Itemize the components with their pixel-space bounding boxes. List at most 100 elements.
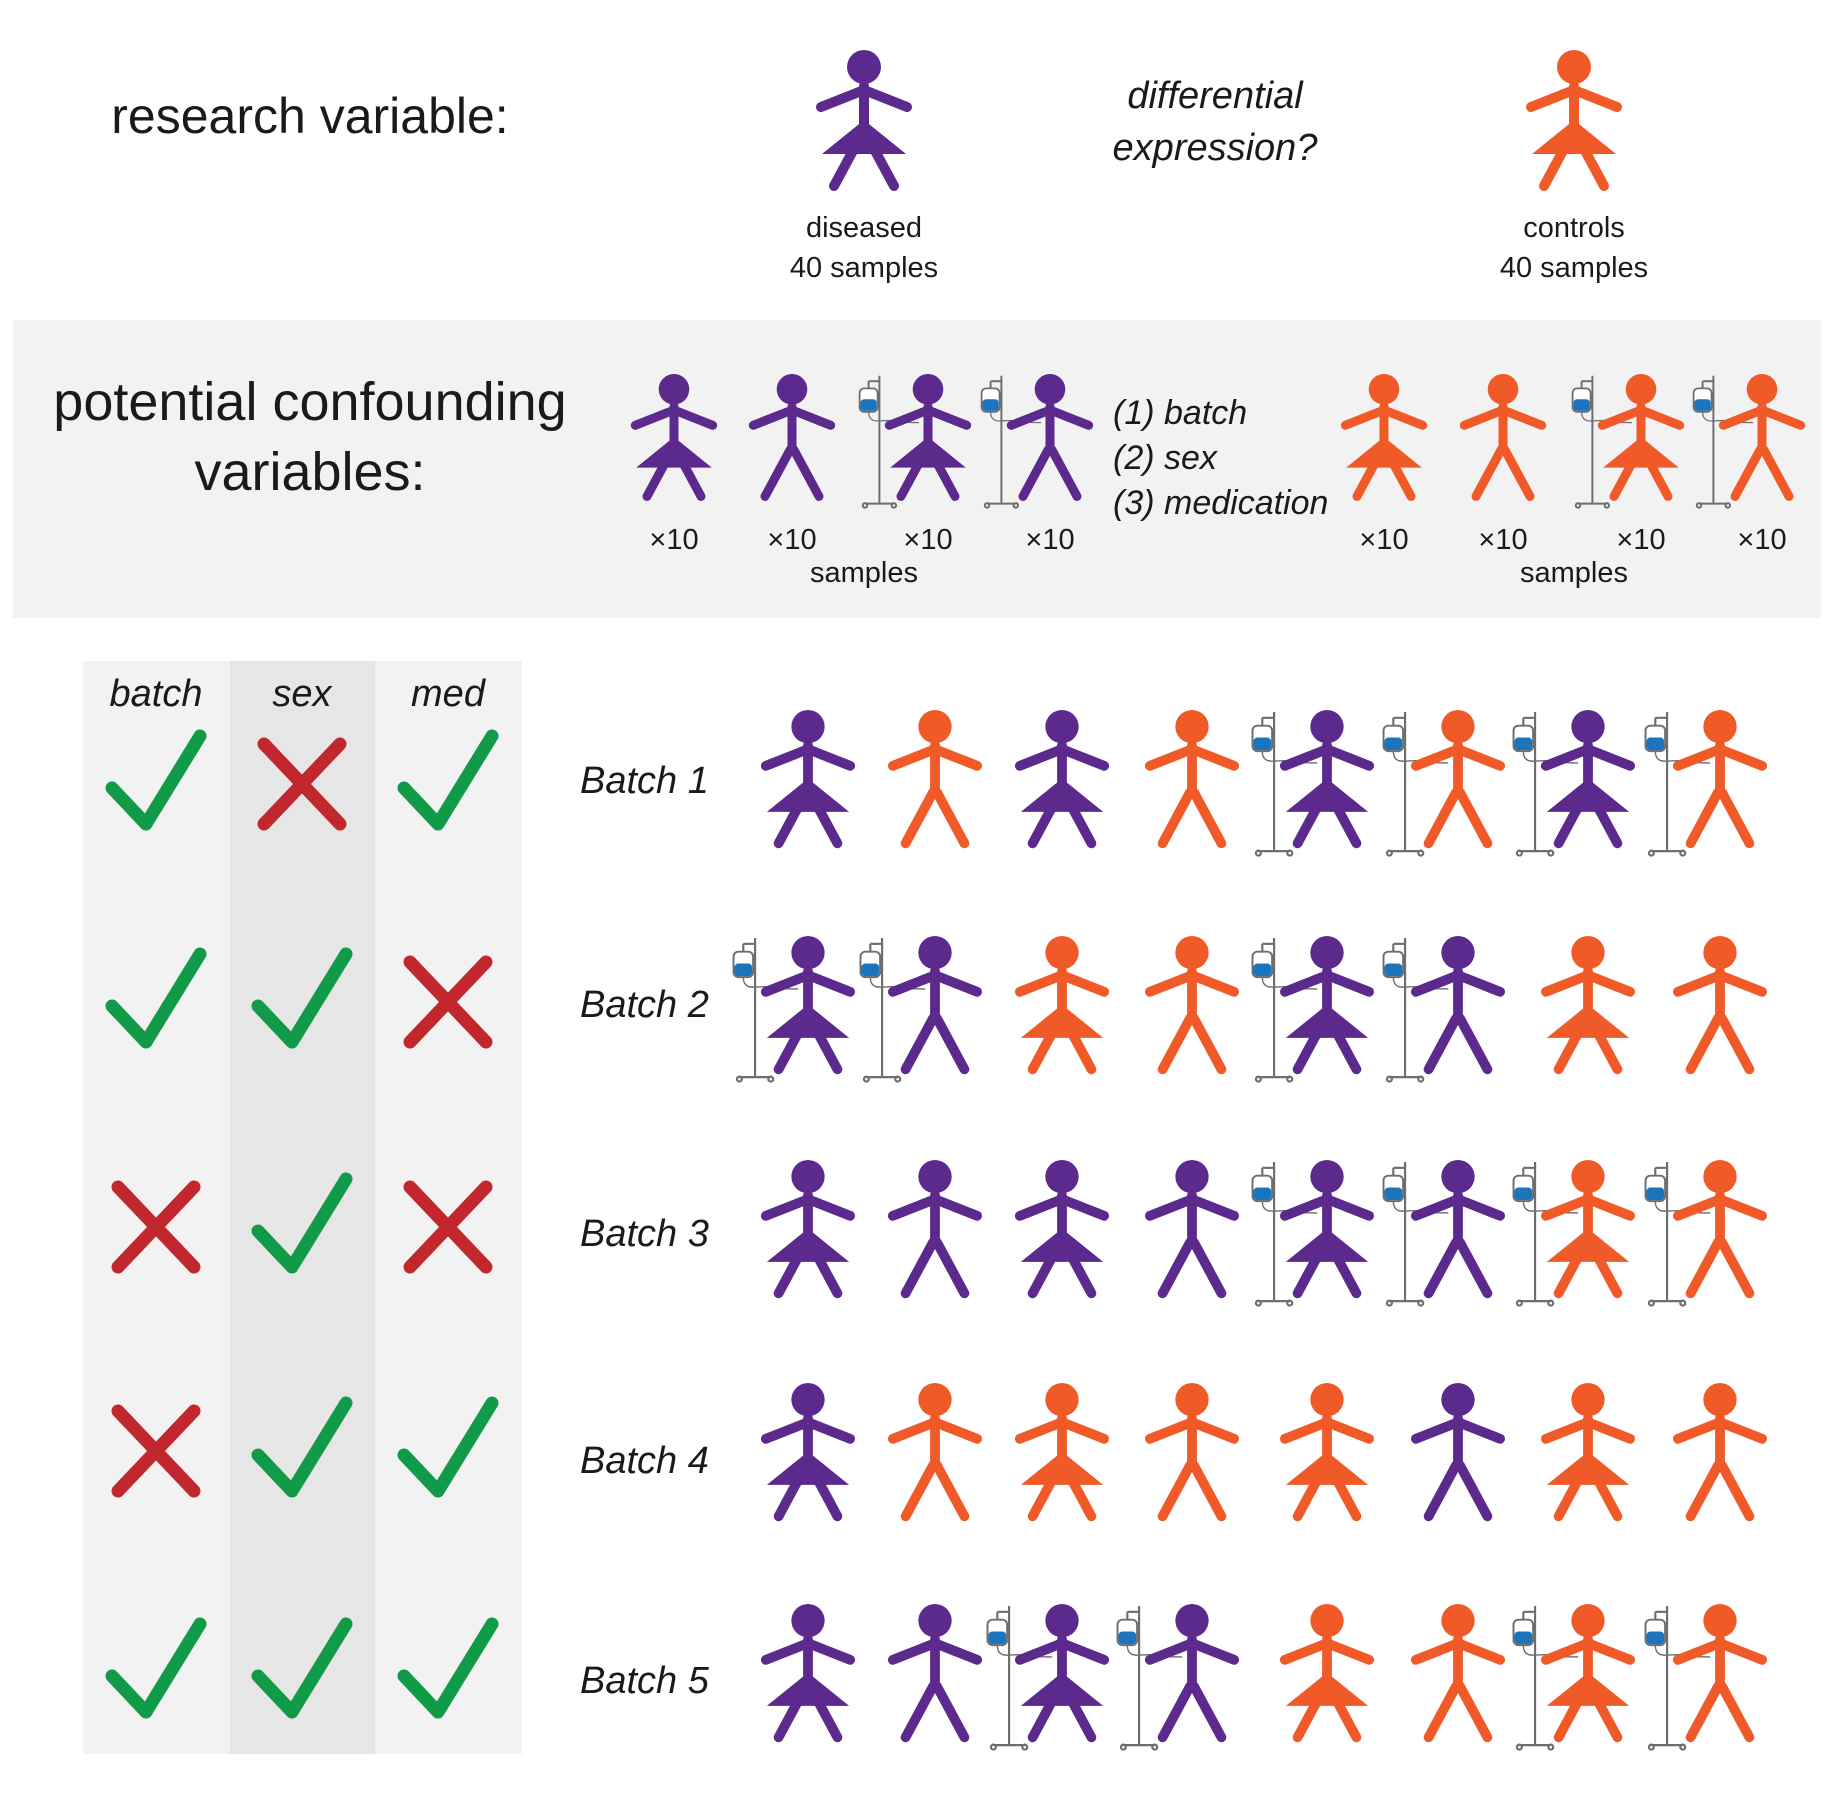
row-1-sample-figure-6 xyxy=(1410,710,1506,849)
row-4-sample-figure-3 xyxy=(1014,1383,1110,1522)
control-figure xyxy=(1526,50,1622,191)
row-1-sample-figure-5 xyxy=(1279,710,1375,849)
batch-label-2: Batch 2 xyxy=(580,984,709,1026)
research-title: research variable: xyxy=(111,88,508,144)
figure-layer: ×10 ×10 ×10 ×10 ×10 ×10 ×10 ×10 xyxy=(105,50,1806,1751)
row-3-batch-cross-icon xyxy=(111,1180,201,1274)
row-1-med-check-icon xyxy=(397,729,499,831)
row-2-iv-stand-icon-5 xyxy=(1251,937,1318,1083)
row-3-med-cross-icon xyxy=(403,1180,493,1274)
diseased-group-figure-4 xyxy=(1006,374,1094,501)
row-1-sample-figure-4 xyxy=(1144,710,1240,849)
row-3-sample-figure-4 xyxy=(1144,1160,1240,1299)
row-5-sample-figure-8 xyxy=(1672,1604,1768,1743)
row-4-batch-cross-icon xyxy=(111,1404,201,1498)
controls-count: 40 samples xyxy=(1500,252,1648,284)
row-2-batch-check-icon xyxy=(105,947,207,1049)
table-col-batch-bg xyxy=(83,661,230,1754)
row-2-iv-stand-icon-6 xyxy=(1382,937,1449,1083)
row-3-sample-figure-8 xyxy=(1672,1160,1768,1299)
confounding-var-sex: (2) sex xyxy=(1113,439,1218,477)
row-5-sample-figure-3 xyxy=(1014,1604,1110,1743)
row-3-sample-figure-6 xyxy=(1410,1160,1506,1299)
row-3-sample-figure-1 xyxy=(760,1160,856,1299)
row-4-sample-figure-2 xyxy=(887,1383,983,1522)
row-1-batch-check-icon xyxy=(105,729,207,831)
row-3-iv-stand-icon-5 xyxy=(1251,1161,1318,1307)
row-5-iv-stand-icon-8 xyxy=(1644,1605,1711,1751)
row-3-sample-figure-5 xyxy=(1279,1160,1375,1299)
diseased-label: diseased xyxy=(806,212,922,244)
diseased-count: 40 samples xyxy=(790,252,938,284)
row-2-sex-check-icon xyxy=(251,947,353,1049)
row-5-sample-figure-4 xyxy=(1144,1604,1240,1743)
control-group-multiplier-4: ×10 xyxy=(1737,524,1786,556)
row-1-sample-figure-7 xyxy=(1540,710,1636,849)
diseased-group-figure-1 xyxy=(630,374,718,501)
diseased-group-figure-3 xyxy=(884,374,972,501)
row-2-sample-figure-7 xyxy=(1540,936,1636,1075)
research-question-line2: expression? xyxy=(1113,127,1319,169)
controls-label: controls xyxy=(1523,212,1625,244)
confounding-title-line2: variables: xyxy=(194,442,425,502)
control-group-multiplier-3: ×10 xyxy=(1616,524,1665,556)
batch-label-3: Batch 3 xyxy=(580,1213,709,1255)
batch-label-4: Batch 4 xyxy=(580,1440,709,1482)
table-col-med-bg xyxy=(375,661,522,1754)
diseased-group-figure-2 xyxy=(748,374,836,501)
row-2-sample-figure-6 xyxy=(1410,936,1506,1075)
row-5-sample-figure-1 xyxy=(760,1604,856,1743)
control-group-figure-2 xyxy=(1459,374,1547,501)
row-1-sample-figure-3 xyxy=(1014,710,1110,849)
row-3-sample-figure-3 xyxy=(1014,1160,1110,1299)
table-header-med: med xyxy=(411,673,487,715)
row-5-batch-check-icon xyxy=(105,1617,207,1719)
row-4-sample-figure-1 xyxy=(760,1383,856,1522)
row-3-sample-figure-2 xyxy=(887,1160,983,1299)
confounding-var-batch: (1) batch xyxy=(1113,394,1247,432)
row-4-sample-figure-7 xyxy=(1540,1383,1636,1522)
diseased-group-multiplier-2: ×10 xyxy=(767,524,816,556)
control-group-figure-4 xyxy=(1718,374,1806,501)
table-header-sex: sex xyxy=(272,673,333,715)
diseased-group-multiplier-3: ×10 xyxy=(903,524,952,556)
row-4-sample-figure-4 xyxy=(1144,1383,1240,1522)
row-5-sample-figure-6 xyxy=(1410,1604,1506,1743)
row-4-sex-check-icon xyxy=(251,1396,353,1498)
diseased-figure xyxy=(816,50,912,191)
control-group-multiplier-2: ×10 xyxy=(1478,524,1527,556)
table-col-sex-bg xyxy=(230,661,375,1754)
row-2-med-cross-icon xyxy=(403,955,493,1049)
row-5-sample-figure-2 xyxy=(887,1604,983,1743)
row-2-iv-stand-icon-2 xyxy=(859,937,926,1083)
row-5-med-check-icon xyxy=(397,1617,499,1719)
diseased-group-multiplier-1: ×10 xyxy=(649,524,698,556)
row-2-sample-figure-5 xyxy=(1279,936,1375,1075)
row-5-iv-stand-icon-3 xyxy=(986,1605,1053,1751)
controls-samples-label: samples xyxy=(1520,557,1628,589)
row-5-iv-stand-icon-7 xyxy=(1512,1605,1579,1751)
row-3-sex-check-icon xyxy=(251,1172,353,1274)
row-1-sample-figure-8 xyxy=(1672,710,1768,849)
confounding-var-medication: (3) medication xyxy=(1113,484,1328,522)
control-iv-stand-icon-4 xyxy=(1692,375,1753,509)
row-2-sample-figure-8 xyxy=(1672,936,1768,1075)
diseased-iv-stand-icon-4 xyxy=(980,375,1041,509)
row-5-sex-check-icon xyxy=(251,1617,353,1719)
batch-label-5: Batch 5 xyxy=(580,1660,710,1702)
row-3-iv-stand-icon-8 xyxy=(1644,1161,1711,1307)
row-3-sample-figure-7 xyxy=(1540,1160,1636,1299)
control-group-figure-1 xyxy=(1340,374,1428,501)
row-5-sample-figure-7 xyxy=(1540,1604,1636,1743)
row-4-med-check-icon xyxy=(397,1396,499,1498)
row-5-sample-figure-5 xyxy=(1279,1604,1375,1743)
control-group-multiplier-1: ×10 xyxy=(1359,524,1408,556)
diseased-group-multiplier-4: ×10 xyxy=(1025,524,1074,556)
row-2-sample-figure-3 xyxy=(1014,936,1110,1075)
row-2-sample-figure-1 xyxy=(760,936,856,1075)
row-4-sample-figure-6 xyxy=(1410,1383,1506,1522)
row-3-iv-stand-icon-6 xyxy=(1382,1161,1449,1307)
control-group-figure-3 xyxy=(1597,374,1685,501)
row-1-iv-stand-icon-8 xyxy=(1644,711,1711,857)
